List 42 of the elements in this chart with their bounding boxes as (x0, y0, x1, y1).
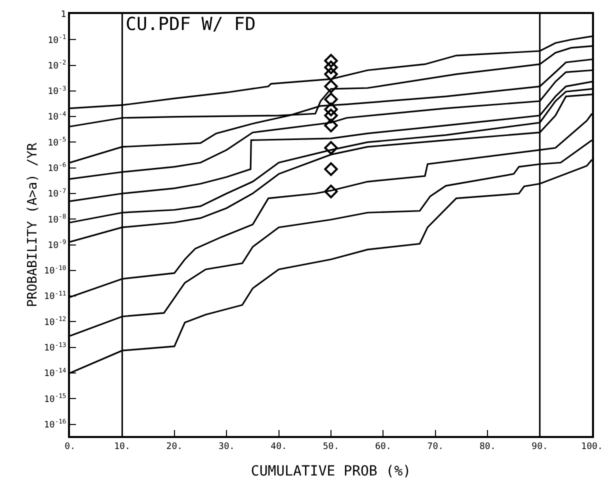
point (324, 184, 338, 198)
x-tick-label: 90. (532, 442, 548, 452)
x-tick-label: 80. (479, 442, 496, 452)
y-tick-label: 10$^{-16}$ (44, 418, 66, 430)
y-tick-label: 10$^{-14}$ (44, 367, 66, 380)
point (324, 102, 338, 116)
y-tick-label: 10$^{-9}$ (48, 239, 66, 251)
y-tick-label: 10$^{-8}$ (48, 214, 66, 226)
x-tick-label: 60. (375, 442, 392, 452)
x-tick-label: 70. (427, 442, 444, 452)
point (324, 80, 338, 94)
y-axis-title: PROBABILITY (A>a) /YR (25, 142, 40, 308)
x-tick-label: 30. (218, 442, 235, 452)
point (324, 118, 338, 132)
y-tick-label: 1 (60, 10, 66, 20)
y-tick-label: 10$^{-5}$ (48, 136, 66, 148)
point (324, 54, 338, 68)
x-tick-label: 50. (322, 442, 340, 452)
y-tick-label: 10$^{-13}$ (44, 342, 66, 354)
y-tick-label: 10$^{-2}$ (48, 60, 66, 72)
x-tick-label: 100. (581, 442, 603, 452)
y-tick-label: 10$^{-3}$ (48, 85, 66, 98)
y-tick-label: 10$^{-7}$ (48, 188, 66, 200)
chart-title: CU.PDF W/ FD (126, 14, 256, 36)
x-tick-label: 10. (114, 442, 130, 452)
x-axis-title: CUMULATIVE PROB (%) (250, 464, 412, 480)
y-tick-label: 10$^{-12}$ (44, 316, 66, 328)
y-tick-label: 10$^{-11}$ (44, 290, 66, 302)
x-tick-label: 40. (270, 442, 287, 452)
y-tick-label: 10$^{-6}$ (48, 162, 66, 174)
y-tick-label: 10$^{-1}$ (48, 34, 66, 46)
point (324, 67, 338, 82)
x-tick-label: 0. (64, 442, 76, 452)
point (324, 108, 338, 122)
y-tick-label: 10$^{-4}$ (48, 110, 66, 123)
y-tick-label: 10$^{-15}$ (44, 393, 66, 405)
y-tick-label: 10$^{-10}$ (44, 264, 66, 277)
point (324, 141, 338, 155)
point (324, 60, 338, 74)
point (324, 162, 338, 176)
point (324, 92, 338, 106)
x-tick-label: 20. (166, 442, 183, 452)
